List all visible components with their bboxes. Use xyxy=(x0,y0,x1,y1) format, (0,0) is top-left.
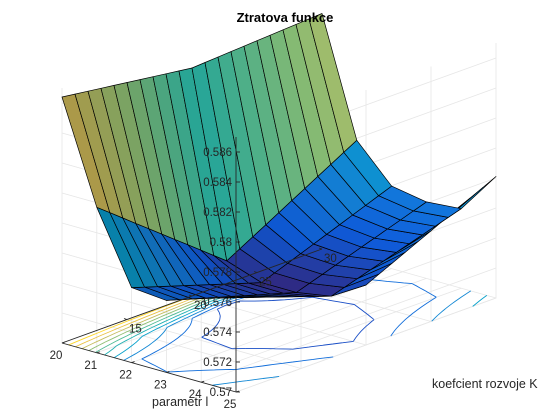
y-axis-label: parametr l xyxy=(152,395,208,409)
x-tick-label: 30 xyxy=(324,253,337,265)
y-tick-mark xyxy=(201,380,205,383)
z-tick-label: 0.572 xyxy=(203,357,232,369)
z-tick-label: 0.57 xyxy=(210,387,232,399)
surface-mesh xyxy=(61,13,497,301)
x-tick-mark xyxy=(253,271,258,273)
y-tick-mark xyxy=(61,341,66,344)
y-tick-label: 22 xyxy=(119,370,132,382)
x-tick-label: 25 xyxy=(259,277,272,289)
y-ticks: 20 21 22 23 24 25 xyxy=(50,341,240,411)
x-tick-label: 15 xyxy=(129,324,142,336)
y-tick-label: 20 xyxy=(50,350,63,362)
y-axis-line xyxy=(61,342,237,393)
z-ticks: 0.57 0.572 0.574 0.576 0.578 0.58 0.582 0.584 0.… xyxy=(203,147,240,399)
z-tick-label: 0.582 xyxy=(203,207,232,219)
y-tick-label: 23 xyxy=(154,379,167,391)
y-tick-label: 21 xyxy=(84,360,97,372)
x-tick-mark xyxy=(188,294,193,297)
y-tick-label: 25 xyxy=(224,399,237,411)
x-tick-mark xyxy=(123,318,128,320)
y-tick-mark xyxy=(131,361,135,364)
y-tick-label: 24 xyxy=(189,389,202,401)
z-tick-label: 0.584 xyxy=(203,177,232,189)
z-tick-label: 0.576 xyxy=(203,297,232,309)
contour-line xyxy=(201,296,375,350)
surface-facet xyxy=(308,13,358,153)
x-tick-label: 20 xyxy=(194,300,207,312)
z-tick-label: 0.574 xyxy=(203,327,232,339)
y-tick-mark xyxy=(166,370,170,373)
x-tick-mark xyxy=(318,247,323,250)
x-ticks: 15 20 25 30 xyxy=(123,247,337,336)
chart-title: Ztratova funkce xyxy=(237,10,334,25)
z-tick-label: 0.578 xyxy=(203,267,232,279)
z-tick-label: 0.58 xyxy=(210,237,232,249)
y-tick-mark xyxy=(96,351,100,354)
x-axis-label: koefcient rozvoje K xyxy=(432,377,538,391)
z-tick-label: 0.586 xyxy=(203,147,232,159)
